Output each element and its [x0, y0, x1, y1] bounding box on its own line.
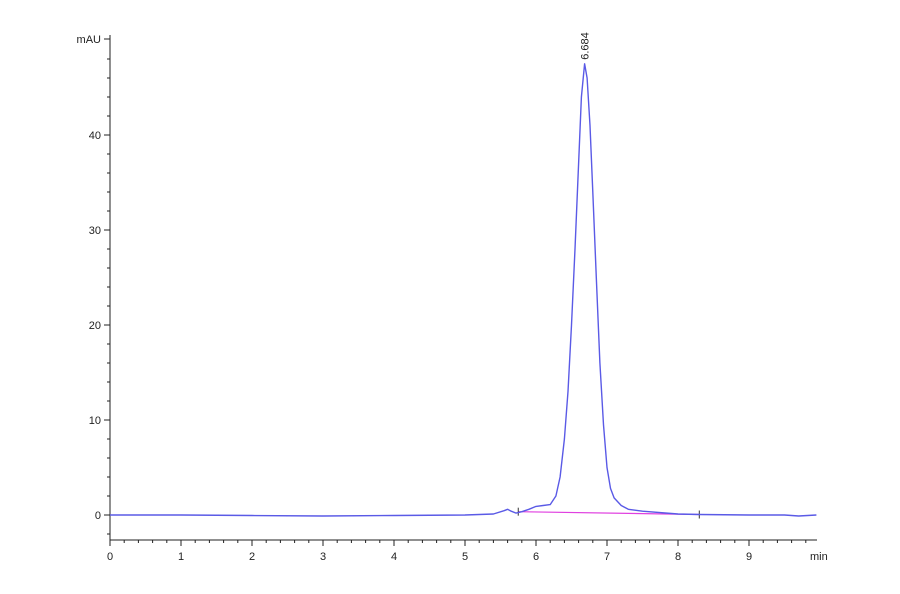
y-tick-label: 40 — [89, 130, 101, 142]
plot-area: 6.684 — [110, 32, 817, 519]
signal-trace — [110, 63, 817, 517]
x-axis-unit-label: min — [810, 551, 828, 563]
y-axis-unit-label: mAU — [77, 34, 102, 46]
integration-baseline — [518, 511, 700, 516]
y-tick-label: 20 — [89, 320, 101, 332]
tick-marks — [104, 38, 807, 546]
x-tick-label: 9 — [746, 551, 752, 563]
x-tick-label: 2 — [249, 551, 255, 563]
x-tick-label: 5 — [462, 551, 468, 563]
x-tick-label: 1 — [178, 551, 184, 563]
y-tick-label: 0 — [95, 510, 101, 522]
x-tick-label: 8 — [675, 551, 681, 563]
peak-retention-label: 6.684 — [580, 32, 592, 60]
x-tick-label: 0 — [107, 551, 113, 563]
y-tick-label: 30 — [89, 225, 101, 237]
tick-labels: 0 10 20 30 40 mAU 0 1 2 3 4 5 6 7 8 9 min — [77, 34, 828, 563]
axes — [109, 35, 817, 541]
x-tick-label: 3 — [320, 551, 326, 563]
x-tick-label: 7 — [604, 551, 610, 563]
x-tick-label: 4 — [391, 551, 397, 563]
x-tick-label: 6 — [533, 551, 539, 563]
y-tick-label: 10 — [89, 415, 101, 427]
